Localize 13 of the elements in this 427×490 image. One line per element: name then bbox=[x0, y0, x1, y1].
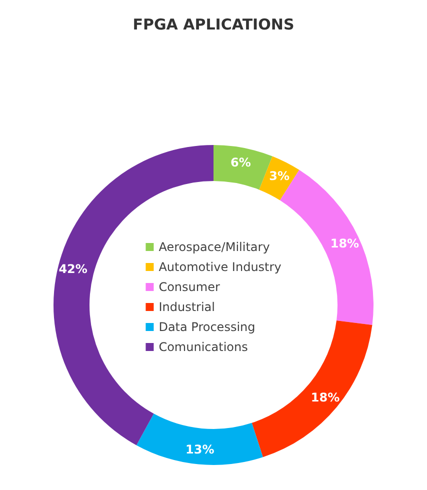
data-label: 18% bbox=[330, 236, 360, 250]
data-label: 6% bbox=[230, 156, 251, 170]
legend-label: Comunications bbox=[158, 340, 248, 354]
chart-title: FPGA APLICATIONS bbox=[132, 16, 294, 34]
data-label: 13% bbox=[185, 442, 214, 456]
data-label: 18% bbox=[310, 390, 340, 404]
data-label: 3% bbox=[269, 168, 290, 183]
legend-label: Consumer bbox=[158, 280, 220, 294]
legend-label: Automotive Industry bbox=[158, 260, 282, 274]
data-label: 42% bbox=[58, 262, 88, 276]
legend-label: Data Processing bbox=[158, 320, 256, 334]
legend-label: Industrial bbox=[158, 300, 215, 314]
legend-label: Aerospace/Military bbox=[158, 240, 270, 254]
